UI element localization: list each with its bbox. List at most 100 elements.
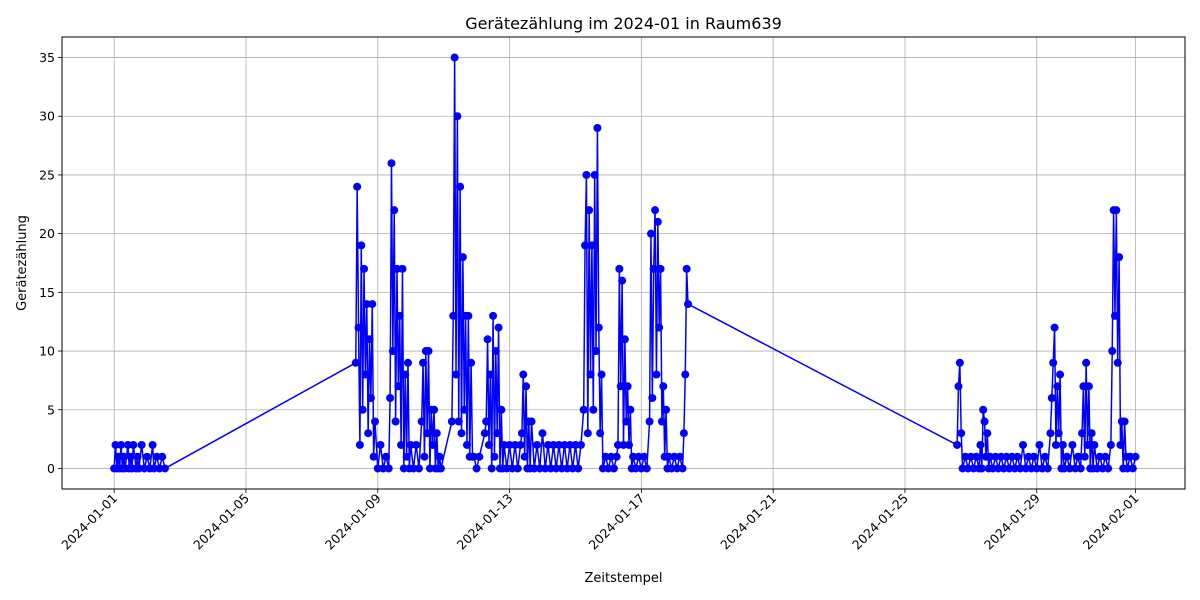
data-point — [475, 452, 484, 461]
data-point — [1019, 440, 1027, 449]
data-point — [149, 464, 158, 473]
y-tick-label: 25 — [39, 167, 55, 182]
data-point — [1038, 464, 1047, 473]
data-point — [401, 370, 410, 379]
data-point — [126, 452, 135, 461]
data-point — [969, 464, 978, 473]
data-point — [557, 464, 566, 473]
data-point — [467, 358, 476, 367]
data-point — [402, 452, 411, 461]
data-point — [1013, 452, 1022, 461]
data-point — [659, 382, 668, 391]
data-point — [1024, 452, 1033, 461]
data-point — [1080, 452, 1089, 461]
data-point — [964, 464, 973, 473]
data-point — [1029, 452, 1038, 461]
data-point — [624, 440, 633, 449]
data-point — [999, 464, 1008, 473]
data-point — [1040, 452, 1049, 461]
x-axis-title: Zeitstempel — [584, 571, 662, 586]
data-point — [1056, 370, 1065, 379]
y-tick-label: 5 — [47, 402, 55, 417]
data-point — [458, 253, 467, 262]
data-point — [988, 464, 997, 473]
data-point — [428, 440, 437, 449]
data-point — [365, 335, 374, 344]
data-point — [158, 452, 167, 461]
data-point — [640, 452, 649, 461]
data-point — [1054, 429, 1063, 438]
data-point — [538, 429, 547, 438]
data-point — [1071, 464, 1080, 473]
data-point — [420, 452, 429, 461]
data-point — [979, 405, 988, 414]
data-point — [353, 182, 362, 191]
data-point — [546, 464, 555, 473]
data-point — [491, 347, 500, 356]
data-point — [357, 241, 366, 250]
data-point — [387, 159, 396, 168]
data-point — [594, 323, 603, 332]
data-point — [1079, 382, 1088, 391]
data-point — [581, 241, 590, 250]
data-point — [160, 464, 169, 473]
data-point — [490, 452, 499, 461]
data-point — [1082, 358, 1091, 367]
data-point — [1065, 464, 1074, 473]
data-point — [530, 464, 539, 473]
data-point — [1095, 452, 1104, 461]
data-point — [563, 464, 572, 473]
data-point — [994, 464, 1003, 473]
data-point — [629, 452, 638, 461]
data-point — [604, 464, 613, 473]
data-point — [449, 311, 458, 320]
data-point — [362, 300, 371, 309]
data-point — [143, 452, 152, 461]
data-point — [460, 405, 469, 414]
data-point — [123, 440, 132, 449]
data-point — [1068, 440, 1077, 449]
y-tick-label: 30 — [39, 109, 55, 124]
data-point — [1021, 464, 1030, 473]
data-point — [457, 429, 466, 438]
data-point — [133, 452, 142, 461]
data-point — [1032, 464, 1041, 473]
data-point — [592, 347, 601, 356]
data-point — [986, 452, 995, 461]
data-point — [430, 405, 439, 414]
data-point — [493, 429, 502, 438]
data-point — [469, 452, 478, 461]
data-point — [119, 452, 128, 461]
data-point — [554, 440, 563, 449]
data-point — [483, 335, 492, 344]
data-point — [484, 440, 493, 449]
data-point — [651, 206, 660, 215]
data-point — [590, 170, 599, 179]
data-point — [560, 440, 569, 449]
data-point — [1115, 253, 1124, 262]
data-point — [516, 440, 525, 449]
data-point — [409, 464, 418, 473]
data-point — [1120, 417, 1129, 426]
data-point — [508, 464, 517, 473]
data-point — [664, 452, 673, 461]
data-point — [541, 464, 550, 473]
data-point — [587, 241, 596, 250]
data-point — [1126, 452, 1135, 461]
data-point — [953, 440, 962, 449]
data-point — [543, 440, 552, 449]
data-point — [954, 382, 963, 391]
data-point — [1050, 323, 1059, 332]
data-point — [586, 370, 595, 379]
data-point — [642, 464, 651, 473]
data-point — [423, 429, 432, 438]
data-point — [376, 440, 385, 449]
data-point — [589, 405, 598, 414]
data-point — [513, 464, 522, 473]
data-point — [582, 170, 591, 179]
plot-frame — [61, 36, 1186, 490]
data-point — [679, 429, 688, 438]
